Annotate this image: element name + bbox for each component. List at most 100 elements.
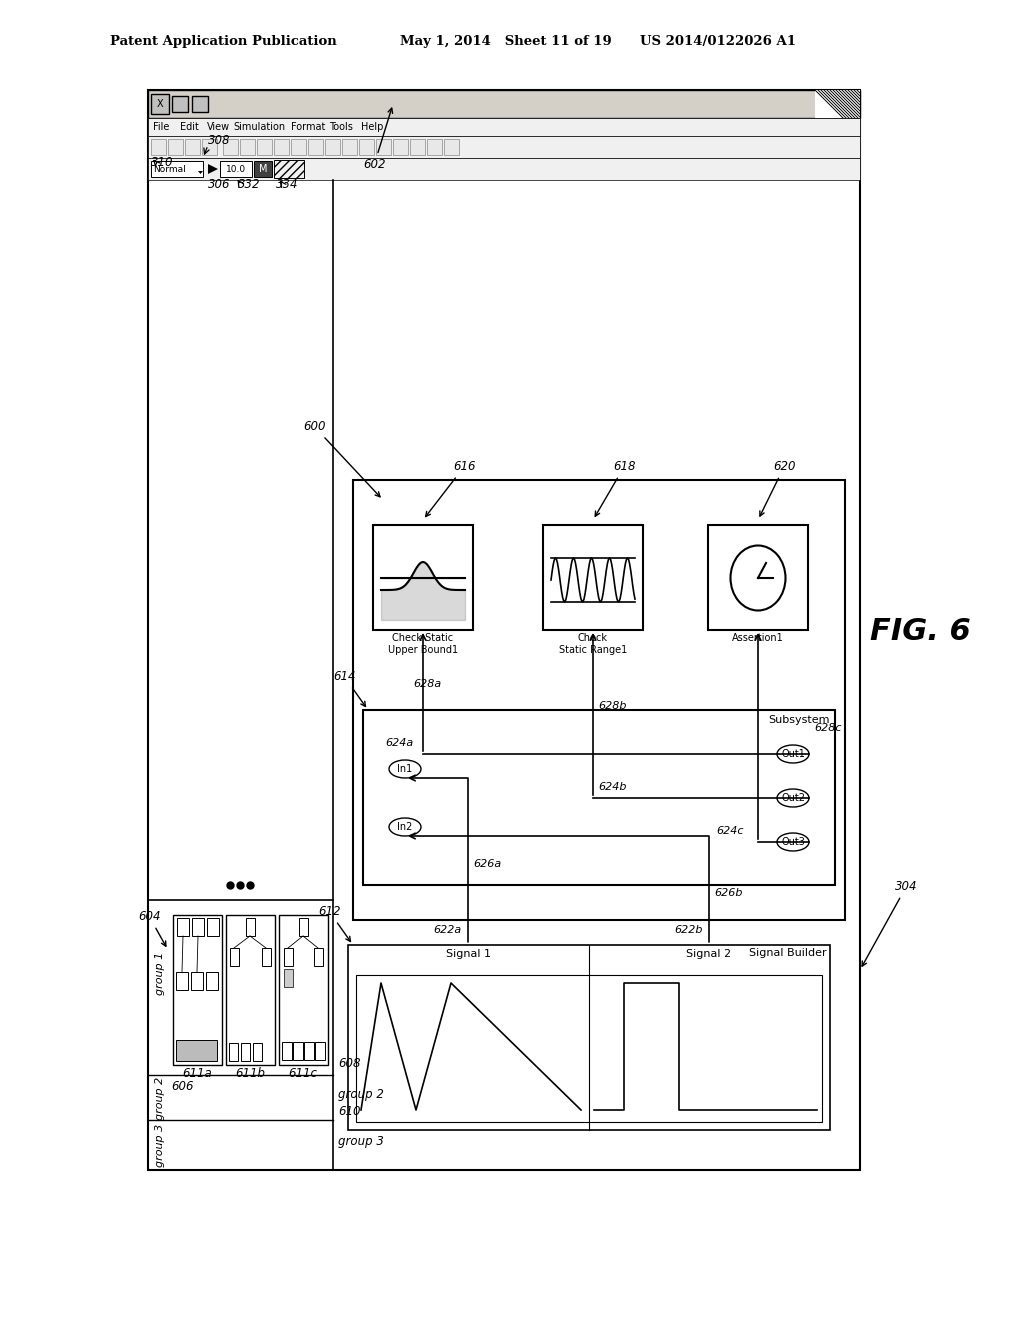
Bar xyxy=(230,948,239,966)
Bar xyxy=(353,480,845,920)
Text: 628b: 628b xyxy=(598,701,627,711)
Bar xyxy=(207,917,219,936)
Bar xyxy=(151,139,166,154)
Text: In1: In1 xyxy=(397,764,413,774)
Text: Signal 1: Signal 1 xyxy=(445,949,490,960)
Ellipse shape xyxy=(777,833,809,851)
Bar xyxy=(393,139,408,154)
Text: US 2014/0122026 A1: US 2014/0122026 A1 xyxy=(640,36,796,49)
Bar xyxy=(220,161,252,177)
Text: 611a: 611a xyxy=(182,1067,212,1080)
Text: Format: Format xyxy=(292,121,326,132)
Bar xyxy=(254,161,272,177)
Text: Subsystem: Subsystem xyxy=(768,715,830,725)
Bar xyxy=(193,917,204,936)
Bar xyxy=(223,139,238,154)
Bar xyxy=(274,139,289,154)
Text: 304: 304 xyxy=(862,880,918,966)
Text: May 1, 2014   Sheet 11 of 19: May 1, 2014 Sheet 11 of 19 xyxy=(400,36,611,49)
Bar xyxy=(176,1040,217,1061)
Text: M: M xyxy=(259,164,267,174)
Bar xyxy=(257,139,272,154)
Text: 608: 608 xyxy=(338,1057,360,1071)
Bar xyxy=(185,139,200,154)
Bar xyxy=(177,917,189,936)
Text: Out2: Out2 xyxy=(781,793,805,803)
Text: group 3: group 3 xyxy=(155,1123,165,1167)
Bar xyxy=(708,525,808,630)
Text: 626a: 626a xyxy=(473,859,502,869)
Bar xyxy=(373,525,473,630)
Text: 626b: 626b xyxy=(714,888,742,898)
Bar xyxy=(253,1043,262,1061)
Text: 624a: 624a xyxy=(385,738,414,748)
Bar xyxy=(148,158,860,180)
Text: Check Static
Upper Bound1: Check Static Upper Bound1 xyxy=(388,634,458,655)
Bar xyxy=(444,139,459,154)
Bar xyxy=(304,1041,314,1060)
Bar xyxy=(241,1043,250,1061)
Bar xyxy=(427,139,442,154)
Text: Normal: Normal xyxy=(154,165,186,173)
Text: 332: 332 xyxy=(238,178,260,191)
Text: 602: 602 xyxy=(362,108,392,172)
Bar xyxy=(206,972,218,990)
Text: FIG. 6: FIG. 6 xyxy=(869,616,971,645)
Bar xyxy=(315,1041,325,1060)
Ellipse shape xyxy=(730,545,785,610)
Text: Tools: Tools xyxy=(329,121,352,132)
Bar xyxy=(314,948,323,966)
Text: 310: 310 xyxy=(151,156,173,169)
Bar xyxy=(172,96,188,112)
Bar xyxy=(359,139,374,154)
Text: 610: 610 xyxy=(338,1105,360,1118)
Text: Edit: Edit xyxy=(180,121,199,132)
Text: 606: 606 xyxy=(171,1080,194,1093)
Bar xyxy=(325,139,340,154)
Text: Check
Static Range1: Check Static Range1 xyxy=(559,634,627,655)
Text: Out3: Out3 xyxy=(781,837,805,847)
Bar xyxy=(274,160,304,178)
Text: 10.0: 10.0 xyxy=(226,165,246,173)
Bar xyxy=(168,139,183,154)
Bar xyxy=(262,948,271,966)
Text: group 1: group 1 xyxy=(155,952,165,995)
Bar xyxy=(176,972,188,990)
Bar xyxy=(284,969,293,987)
Text: Signal Builder: Signal Builder xyxy=(750,948,827,958)
Text: Patent Application Publication: Patent Application Publication xyxy=(110,36,337,49)
Polygon shape xyxy=(208,164,218,174)
Bar xyxy=(151,94,169,114)
Polygon shape xyxy=(198,172,203,174)
Text: 620: 620 xyxy=(760,459,796,516)
Text: In2: In2 xyxy=(397,822,413,832)
Text: 306: 306 xyxy=(208,178,230,191)
Bar xyxy=(148,117,860,136)
Text: 611b: 611b xyxy=(234,1067,265,1080)
Bar xyxy=(282,1041,292,1060)
Ellipse shape xyxy=(389,818,421,836)
Text: 628a: 628a xyxy=(413,678,441,689)
Text: 600: 600 xyxy=(303,420,380,496)
Text: Out1: Out1 xyxy=(781,748,805,759)
Text: 611c: 611c xyxy=(289,1067,317,1080)
Bar xyxy=(240,139,255,154)
Text: group 2: group 2 xyxy=(338,1088,384,1101)
Text: 616: 616 xyxy=(426,459,475,516)
Bar xyxy=(284,948,293,966)
Text: 308: 308 xyxy=(208,135,230,147)
Bar xyxy=(308,139,323,154)
Bar xyxy=(362,710,835,884)
Bar xyxy=(279,915,328,1065)
Text: 624c: 624c xyxy=(716,826,743,836)
Text: 612: 612 xyxy=(318,906,350,941)
Text: group 3: group 3 xyxy=(338,1135,384,1148)
Text: 618: 618 xyxy=(595,459,636,516)
Text: X: X xyxy=(157,99,163,110)
Text: 334: 334 xyxy=(276,178,299,191)
Text: File: File xyxy=(153,121,169,132)
Ellipse shape xyxy=(777,789,809,807)
Text: 614: 614 xyxy=(333,671,366,706)
Bar xyxy=(376,139,391,154)
Bar xyxy=(291,139,306,154)
